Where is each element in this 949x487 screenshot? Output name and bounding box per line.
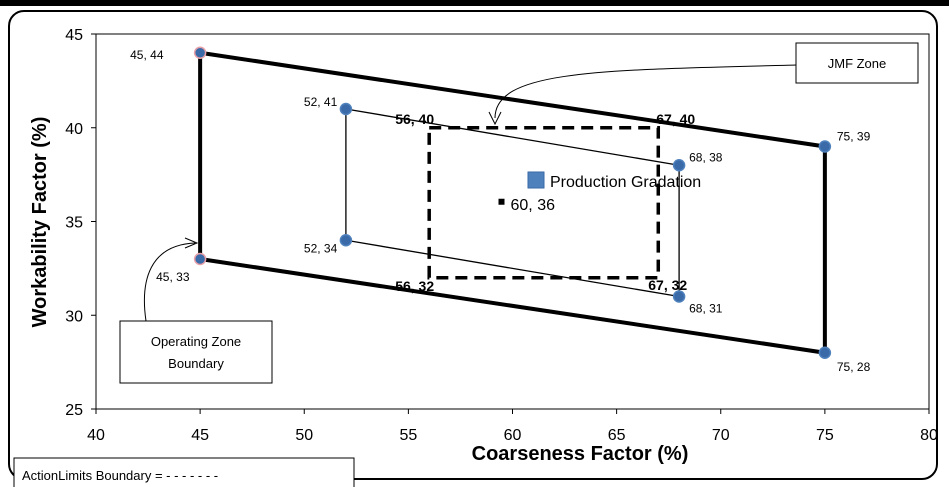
jmf-zone-point-label: 52, 41: [304, 95, 338, 109]
x-tick-label: 55: [399, 427, 417, 444]
operating-zone-point-label: 75, 39: [837, 130, 871, 144]
action-limits-point-label: 56, 40: [395, 111, 434, 127]
y-tick-label: 40: [65, 121, 83, 138]
operating-zone-point-label: 75, 28: [837, 360, 871, 374]
x-tick-label: 80: [920, 427, 938, 444]
action-limits-point-label: 56, 32: [395, 278, 434, 294]
legend-swatch: [527, 171, 545, 189]
operating-zone-point-label: 45, 44: [130, 48, 164, 62]
operating-zone-arrow: [143, 242, 196, 322]
jmf-zone-arrow: [494, 64, 797, 119]
operating-zone-callout-line1: Operating Zone: [151, 334, 241, 349]
x-tick-label: 50: [295, 427, 313, 444]
operating-zone-arrowhead: [184, 237, 199, 249]
y-tick-label: 35: [65, 215, 83, 232]
jmf-zone-marker: [672, 290, 686, 303]
x-tick-label: 65: [608, 427, 626, 444]
production-gradation-marker: [498, 198, 505, 205]
x-tick-label: 75: [816, 427, 834, 444]
labels-group: 45, 44 75, 39 75, 28 45, 33 52, 41 68, 38 68, …: [130, 48, 870, 374]
operating-zone-point-label: 45, 33: [156, 270, 190, 284]
jmf-zone-callout-text: JMF Zone: [828, 56, 887, 71]
y-axis-title: Workability Factor (%): [29, 117, 51, 328]
jmf-zone-point-label: 68, 38: [689, 150, 723, 164]
top-border-bar: [0, 0, 949, 6]
action-limits-box: [13, 457, 355, 487]
x-tick-label: 70: [712, 427, 730, 444]
axes-group: 40 45 50 55 60 65 70 75 80 25 30 35 40 45: [65, 27, 938, 444]
action-limits-text: ActionLimits Boundary = - - - - - - -: [22, 468, 218, 483]
jmf-zone-marker: [672, 159, 686, 172]
jmf-zone-marker: [339, 102, 353, 116]
jmf-zone-point-label: 52, 34: [304, 241, 338, 255]
action-limits-boundary-line: [427, 126, 661, 280]
operating-zone-callout-box: [119, 320, 273, 384]
jmf-zone-point-label: 68, 31: [689, 302, 723, 316]
shapes-group: [193, 46, 832, 359]
action-limits-point-label: 67, 32: [648, 277, 687, 293]
jmf-zone-marker: [339, 234, 353, 247]
x-axis-title: Coarseness Factor (%): [472, 443, 689, 465]
legend-label: Production Gradation: [550, 174, 701, 191]
operating-zone-marker: [818, 140, 832, 153]
y-tick-label: 30: [65, 308, 83, 325]
x-tick-label: 60: [504, 427, 522, 444]
y-tick-label: 45: [65, 27, 83, 44]
jmf-zone-callout-box: [795, 42, 919, 84]
production-gradation-point-label: 60, 36: [511, 197, 556, 214]
x-tick-label: 40: [87, 427, 105, 444]
operating-zone-marker: [193, 46, 207, 59]
jmf-zone-arrowhead: [488, 111, 502, 126]
x-tick-label: 45: [191, 427, 209, 444]
operating-zone-marker: [193, 252, 207, 266]
chart-frame: [8, 10, 938, 480]
operating-zone-callout-line2: Boundary: [168, 356, 224, 371]
y-tick-label: 25: [65, 402, 83, 419]
operating-zone-marker: [818, 346, 832, 359]
action-limits-point-label: 67, 40: [656, 111, 695, 127]
